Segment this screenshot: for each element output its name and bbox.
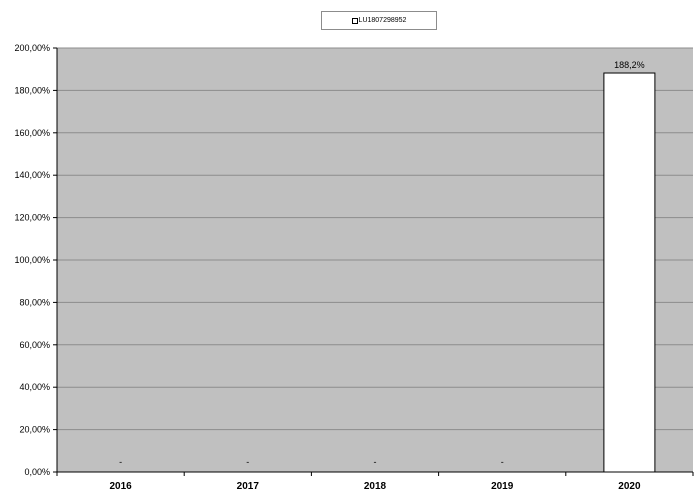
legend-label: LU1807298952 (358, 17, 407, 24)
y-tick-label: 200,00% (14, 43, 50, 53)
data-label: - (374, 457, 377, 467)
x-tick-label: 2020 (618, 481, 641, 491)
x-tick-label: 2016 (109, 481, 132, 491)
data-label: - (501, 457, 504, 467)
data-label: - (119, 457, 122, 467)
legend: LU1807298952 (321, 11, 437, 30)
y-tick-label: 0,00% (24, 467, 50, 477)
bar (603, 72, 656, 473)
y-tick-label: 160,00% (14, 128, 50, 138)
y-tick-label: 60,00% (19, 340, 50, 350)
y-tick-label: 120,00% (14, 213, 50, 223)
x-tick-label: 2019 (491, 481, 514, 491)
x-tick-label: 2017 (237, 481, 260, 491)
x-tick-label: 2018 (364, 481, 387, 491)
y-tick-label: 20,00% (19, 425, 50, 435)
y-tick-label: 180,00% (14, 85, 50, 95)
legend-swatch (351, 17, 358, 24)
y-tick-label: 40,00% (19, 382, 50, 392)
data-label: - (246, 457, 249, 467)
y-tick-label: 140,00% (14, 170, 50, 180)
y-tick-label: 80,00% (19, 297, 50, 307)
y-tick-label: 100,00% (14, 255, 50, 265)
data-label: 188,2% (614, 60, 645, 70)
